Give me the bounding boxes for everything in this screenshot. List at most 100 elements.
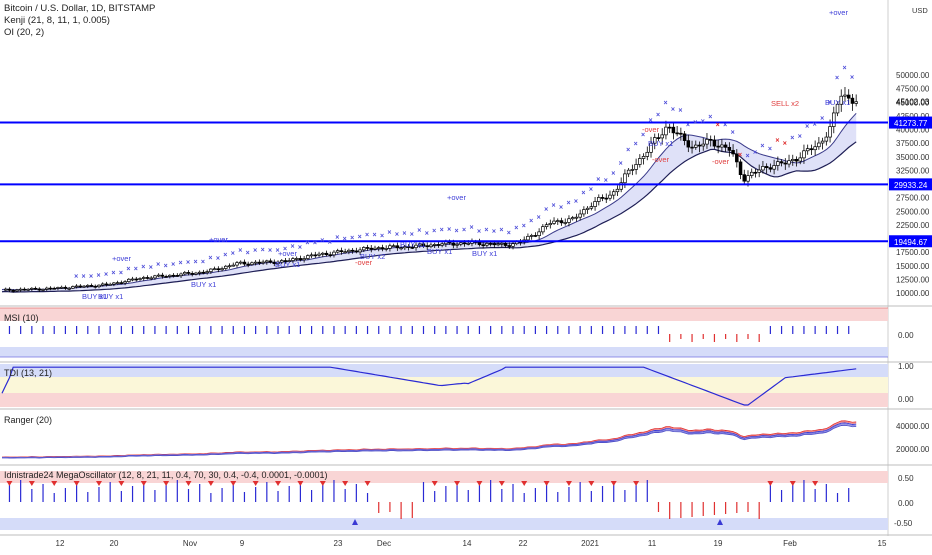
signal-x-marker: × bbox=[134, 266, 138, 273]
signal-x-marker: × bbox=[156, 261, 160, 268]
candle-body bbox=[421, 243, 426, 247]
candle-body bbox=[119, 282, 124, 284]
candle-body bbox=[455, 243, 459, 246]
candle-body bbox=[664, 126, 668, 136]
candle-body bbox=[362, 247, 366, 251]
signal-x-marker: × bbox=[149, 264, 153, 271]
candle-body bbox=[574, 216, 579, 219]
candle-body bbox=[11, 289, 15, 292]
mega-buy-arrow bbox=[717, 519, 723, 525]
candle-body bbox=[365, 247, 370, 249]
candle-body bbox=[37, 288, 42, 291]
msi-lower-zone bbox=[0, 347, 888, 357]
candle-body bbox=[141, 277, 146, 279]
candle-body bbox=[649, 142, 653, 153]
signal-x-marker: × bbox=[701, 119, 705, 126]
last-price-label: 45102.03 bbox=[896, 98, 930, 107]
signal-annotation: -over bbox=[712, 157, 730, 166]
signal-annotation: BUY x1 bbox=[472, 249, 497, 258]
signal-x-marker: × bbox=[566, 200, 570, 207]
candle-body bbox=[548, 223, 553, 226]
candle-body bbox=[22, 288, 27, 291]
candle-body bbox=[410, 247, 415, 249]
signal-annotation: BUY x1 bbox=[191, 280, 216, 289]
signal-x-marker: × bbox=[581, 190, 585, 197]
signal-x-marker: × bbox=[425, 230, 429, 237]
signal-x-marker: × bbox=[753, 149, 757, 156]
candle-body bbox=[578, 213, 582, 218]
candle-body bbox=[712, 139, 717, 147]
candle-body bbox=[537, 231, 541, 236]
candle-body bbox=[56, 287, 60, 289]
candle-body bbox=[3, 288, 8, 291]
mega-sell-arrow bbox=[789, 481, 796, 486]
price-tick-label: 45000.00 bbox=[896, 98, 930, 107]
signal-x-marker: × bbox=[440, 227, 444, 234]
candle-body bbox=[835, 103, 840, 114]
candle-body bbox=[600, 197, 605, 199]
signal-x-marker: × bbox=[358, 234, 362, 241]
candle-body bbox=[48, 287, 53, 290]
candle-body bbox=[89, 285, 94, 287]
signal-x-marker: × bbox=[716, 122, 720, 129]
candle-body bbox=[179, 273, 183, 277]
mega-sell-arrow bbox=[521, 481, 528, 486]
candle-body bbox=[705, 139, 709, 145]
candle-body bbox=[701, 143, 705, 147]
candle-body bbox=[582, 209, 586, 215]
price-tick-label: 42500.00 bbox=[896, 112, 930, 121]
candle-body bbox=[250, 262, 254, 265]
signal-x-marker: × bbox=[276, 247, 280, 254]
mega-title: Idnistrade24 MegaOscillator (12, 8, 21, … bbox=[4, 470, 328, 480]
signal-annotation: SELL x2 bbox=[771, 99, 799, 108]
candle-body bbox=[481, 244, 485, 247]
time-axis-label: 14 bbox=[463, 539, 472, 548]
candle-body bbox=[317, 253, 321, 256]
mega-sell-arrow bbox=[319, 481, 326, 486]
level-price-tag bbox=[889, 116, 932, 129]
candle-body bbox=[507, 245, 512, 247]
signal-x-marker: × bbox=[775, 138, 779, 145]
candle-body bbox=[59, 286, 64, 289]
msi-tick-zero: 0.00 bbox=[898, 331, 914, 340]
time-axis-label: Dec bbox=[377, 539, 391, 548]
candle-body bbox=[623, 173, 627, 184]
candle-body bbox=[30, 287, 34, 290]
candle-body bbox=[832, 112, 836, 127]
candle-body bbox=[604, 197, 609, 200]
time-axis-label: 15 bbox=[878, 539, 887, 548]
time-axis-label: 2021 bbox=[581, 539, 599, 548]
candle-body bbox=[630, 169, 635, 171]
candle-body bbox=[753, 171, 758, 174]
candle-body bbox=[768, 167, 773, 170]
candle-body bbox=[757, 169, 761, 173]
signal-x-marker: × bbox=[179, 260, 183, 267]
tdi-tick-one: 1.00 bbox=[898, 362, 914, 371]
mega-sell-arrow bbox=[95, 481, 102, 486]
signal-x-marker: × bbox=[835, 75, 839, 82]
candle-body bbox=[97, 284, 101, 288]
signal-annotation: +over bbox=[209, 235, 228, 244]
signal-x-marker: × bbox=[842, 65, 846, 72]
candle-body bbox=[817, 142, 821, 148]
candle-body bbox=[294, 258, 299, 260]
level-price-label: 19494.67 bbox=[894, 238, 928, 247]
signal-x-marker: × bbox=[395, 232, 399, 239]
signal-x-marker: × bbox=[708, 114, 712, 121]
candle-body bbox=[585, 207, 590, 210]
candle-body bbox=[723, 144, 728, 148]
candle-body bbox=[679, 132, 683, 135]
signal-x-marker: × bbox=[238, 247, 242, 254]
candle-body bbox=[544, 224, 549, 227]
candle-body bbox=[615, 188, 620, 193]
signal-x-marker: × bbox=[417, 227, 421, 234]
mega-sell-arrow bbox=[6, 481, 13, 486]
candle-body bbox=[619, 182, 623, 190]
mega-tick-000: 0.00 bbox=[898, 499, 914, 508]
candle-body bbox=[265, 260, 269, 263]
signal-annotation: -over bbox=[652, 155, 670, 164]
mega-sell-arrow bbox=[73, 481, 80, 486]
candle-body bbox=[608, 194, 612, 199]
